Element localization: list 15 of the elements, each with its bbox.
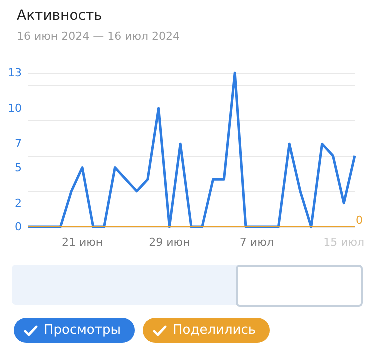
x-tick-label: 21 июн: [62, 236, 104, 249]
y-tick-label: 10: [8, 102, 22, 116]
y-tick-label: 0: [15, 220, 22, 234]
y-tick-label: 5: [15, 161, 22, 174]
y-tick-label: 2: [15, 196, 22, 210]
y-tick-label: 13: [8, 66, 22, 80]
y-tick-label: 7: [15, 138, 22, 151]
text: Просмотры: [44, 323, 121, 338]
line-series: [26, 72, 356, 228]
x-tick-label: 29 июн: [149, 236, 190, 249]
text: 0: [356, 214, 363, 227]
x-tick-label: 7 июл: [240, 236, 274, 249]
chart-title: Активность: [17, 8, 102, 24]
text: Поделились: [172, 323, 256, 338]
chart-subtitle: 16 июн 2024 — 16 июл 2024: [17, 30, 180, 43]
